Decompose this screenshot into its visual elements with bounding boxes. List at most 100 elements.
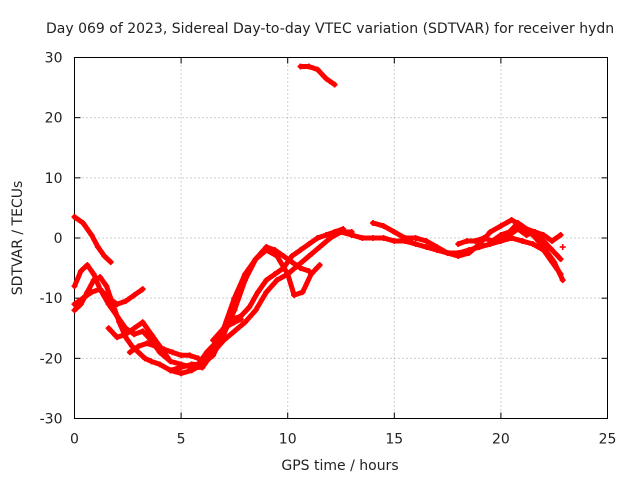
data-point-track-m	[497, 222, 504, 229]
data-point-track-i	[291, 292, 298, 299]
data-point-track-h	[306, 241, 313, 248]
x-tick-label: 15	[385, 432, 403, 448]
data-point-track-m	[540, 244, 547, 251]
data-point-isolated	[559, 244, 566, 251]
data-point-track-b	[139, 286, 146, 293]
data-point-track-c	[306, 253, 313, 260]
series-track-o	[498, 226, 564, 262]
data-point-track-b	[90, 271, 97, 278]
data-point-track-d	[139, 328, 146, 335]
data-point-track-g	[280, 253, 287, 260]
y-tick-label: -20	[40, 351, 63, 367]
data-point-track-a	[101, 253, 108, 260]
data-point-track-i	[242, 271, 249, 278]
data-point-track-a	[80, 219, 87, 226]
data-point-track-i	[284, 271, 291, 278]
y-tick-label: 0	[54, 231, 63, 247]
data-point-track-b	[122, 298, 129, 305]
data-point-track-n	[540, 231, 547, 238]
data-point-track-l	[348, 231, 355, 238]
data-point-track-l	[369, 235, 376, 241]
series-track-j	[210, 316, 244, 343]
data-point-track-j	[220, 325, 227, 332]
data-point-track-f	[152, 343, 159, 350]
data-point-track-d	[122, 325, 129, 332]
data-point-track-g	[188, 361, 195, 368]
data-point-track-a	[88, 231, 95, 238]
data-point-track-e	[105, 325, 112, 332]
data-point-track-e	[122, 331, 129, 338]
data-point-track-b	[71, 283, 78, 290]
data-point-track-d	[80, 295, 87, 302]
data-point-track-i	[316, 262, 323, 269]
data-point-track-d	[131, 331, 138, 338]
data-point-track-d	[105, 301, 112, 308]
data-point-track-e	[114, 334, 121, 341]
data-point-track-i	[263, 247, 270, 254]
data-point-track-i	[210, 349, 217, 356]
data-point-track-h	[254, 289, 261, 296]
data-point-track-l	[359, 235, 366, 241]
series-track-a	[72, 214, 114, 265]
x-tick-label: 10	[279, 432, 297, 448]
x-tick-label: 0	[70, 432, 79, 448]
x-tick-label: 25	[599, 432, 617, 448]
data-point-track-a	[94, 244, 101, 251]
data-point-track-n	[463, 238, 470, 245]
data-point-track-m	[380, 222, 387, 229]
data-point-track-k	[331, 81, 338, 88]
data-point-track-m	[391, 228, 398, 235]
data-point-track-c	[274, 277, 281, 284]
data-point-track-a	[107, 259, 114, 266]
data-point-track-d	[71, 301, 78, 308]
data-point-track-l	[412, 241, 419, 248]
data-point-track-l	[327, 231, 334, 238]
data-point-track-d	[97, 286, 104, 293]
data-point-track-o	[540, 238, 547, 245]
data-point-track-n	[480, 235, 487, 241]
data-point-track-i	[231, 295, 238, 302]
data-point-track-c	[178, 370, 185, 377]
data-point-track-h	[271, 271, 278, 278]
data-point-track-h	[297, 247, 304, 254]
data-point-track-c	[141, 355, 148, 362]
data-point-track-n	[455, 241, 462, 248]
data-point-track-c	[252, 307, 259, 314]
data-point-track-c	[242, 319, 249, 326]
data-point-track-k	[297, 63, 304, 70]
data-point-track-f	[135, 343, 142, 350]
data-point-track-h	[314, 235, 321, 241]
data-point-track-g	[167, 367, 174, 374]
data-point-track-h	[195, 361, 202, 368]
data-point-track-i	[199, 364, 206, 371]
data-point-track-o	[549, 247, 556, 254]
data-point-track-k	[306, 63, 313, 70]
data-point-track-n	[489, 238, 496, 245]
y-tick-label: 30	[45, 51, 63, 67]
data-point-track-c	[135, 349, 142, 356]
data-point-track-o	[532, 228, 539, 235]
data-point-track-j	[210, 337, 217, 344]
data-point-track-c	[97, 274, 104, 281]
data-point-track-e	[165, 355, 172, 362]
data-point-track-h	[246, 304, 253, 311]
data-point-track-o	[497, 235, 504, 241]
data-point-track-c	[103, 283, 110, 290]
data-point-track-f	[143, 340, 150, 347]
data-point-track-c	[231, 328, 238, 335]
data-point-track-h	[288, 253, 295, 260]
data-point-track-n	[549, 238, 556, 245]
data-point-track-l	[338, 228, 344, 235]
data-point-track-n	[472, 238, 479, 245]
data-point-track-m	[433, 244, 440, 251]
x-tick-label: 5	[177, 432, 186, 448]
data-point-track-h	[263, 277, 270, 284]
data-point-track-m	[559, 277, 566, 284]
data-point-track-c	[90, 277, 97, 284]
data-point-track-l	[423, 244, 430, 251]
x-axis-label: GPS time / hours	[281, 458, 398, 474]
data-marks	[71, 63, 566, 377]
data-point-track-e	[131, 325, 138, 332]
data-point-track-m	[401, 235, 408, 241]
